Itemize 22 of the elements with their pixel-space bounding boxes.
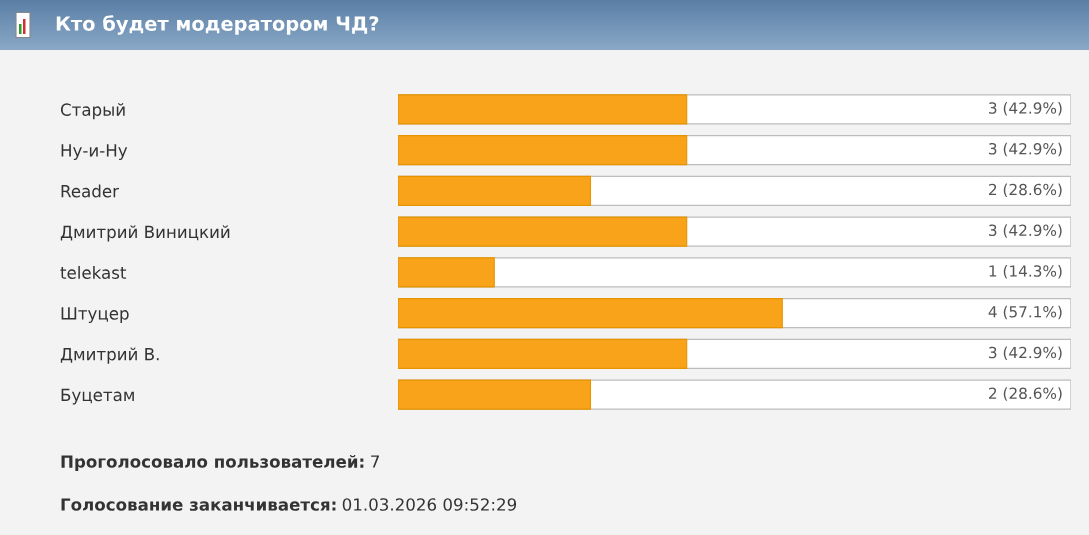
text: Проголосовало пользователей: 7 xyxy=(61,454,379,472)
data-label: 3 (42.9%) xyxy=(989,102,1062,116)
data-label: 2 (28.6%) xyxy=(989,183,1062,198)
data-label: 1 (14.3%) xyxy=(989,265,1062,279)
data-label: 2 (28.6%) xyxy=(989,387,1062,401)
bar xyxy=(398,175,592,206)
data-label: 3 (42.9%) xyxy=(989,346,1062,361)
y-tick-label: Ну-и-Ну xyxy=(61,144,128,160)
bar xyxy=(398,257,495,288)
text: Голосование заканчивается: 01.03.2026 09:52:29 xyxy=(61,498,517,511)
y-tick-label: Дмитрий Виницкий xyxy=(60,225,230,242)
data-label: 4 (57.1%) xyxy=(988,305,1062,320)
y-tick-label: Дмитрий В. xyxy=(60,347,159,364)
y-tick-label: Штуцер xyxy=(61,307,129,323)
data-label: 3 (42.9%) xyxy=(989,142,1062,157)
y-tick-label: Старый xyxy=(60,103,125,120)
y-tick-label: Буцетам xyxy=(61,388,134,405)
data-label: 3 (42.9%) xyxy=(989,224,1062,238)
y-tick-label: telekast xyxy=(60,266,127,279)
text: Кто будет модератором ЧД? xyxy=(56,15,379,35)
y-tick-label: Reader xyxy=(61,184,119,198)
bar xyxy=(398,379,592,410)
